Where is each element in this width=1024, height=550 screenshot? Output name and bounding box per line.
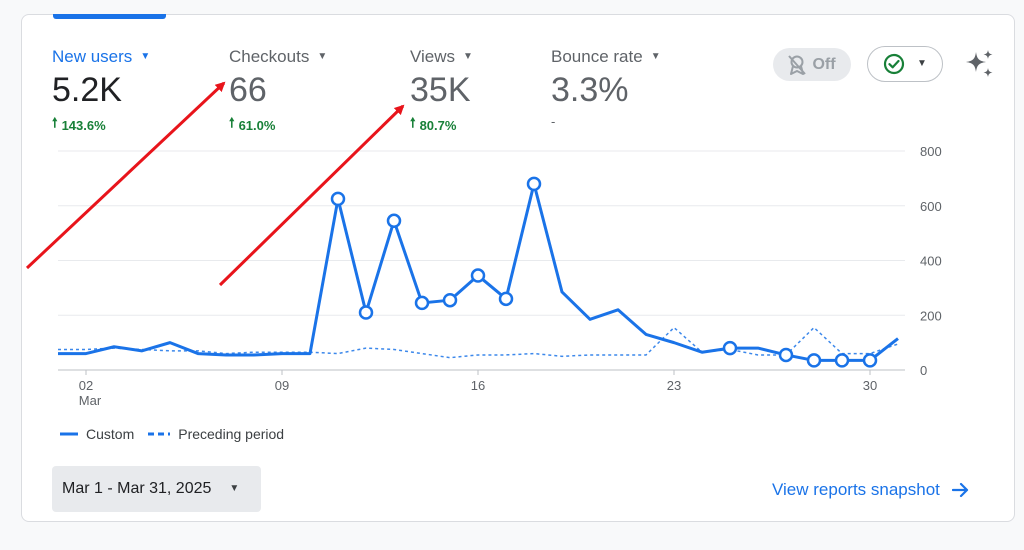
- legend-swatch-dashed: [148, 432, 171, 436]
- caret-down-icon: ▼: [650, 51, 661, 62]
- data-point-marker[interactable]: [526, 176, 542, 192]
- metric-bounce-rate[interactable]: Bounce rate ▼ 3.3% -: [551, 47, 661, 129]
- metric-value: 5.2K: [52, 71, 122, 109]
- metric-selector[interactable]: Views ▼: [410, 47, 473, 67]
- metric-change-value: 143.6%: [61, 117, 106, 133]
- data-point-marker[interactable]: [862, 353, 878, 368]
- view-reports-snapshot-link[interactable]: View reports snapshot: [772, 480, 970, 500]
- anomaly-toggle[interactable]: Off: [773, 48, 851, 81]
- check-circle-icon: [883, 53, 905, 75]
- data-point-marker[interactable]: [414, 295, 430, 311]
- data-point-marker[interactable]: [358, 305, 374, 320]
- arrow-up-icon: 🠕: [229, 115, 235, 131]
- metric-checkouts[interactable]: Checkouts ▼ 66 🠕 61.0%: [229, 47, 327, 136]
- data-point-marker[interactable]: [834, 353, 850, 368]
- legend-label-custom: Custom: [86, 426, 135, 442]
- metric-selector[interactable]: Checkouts ▼: [229, 47, 327, 67]
- active-metric-indicator: [53, 14, 166, 19]
- metric-value: 3.3%: [551, 71, 629, 109]
- metric-label: New users: [52, 47, 133, 66]
- metric-change-value: 61.0%: [238, 117, 276, 133]
- metric-change: 🠕 80.7%: [410, 114, 473, 136]
- data-point-marker[interactable]: [470, 268, 486, 283]
- metric-views[interactable]: Views ▼ 35K 🠕 80.7%: [410, 47, 473, 136]
- view-link-label: View reports snapshot: [772, 480, 940, 499]
- legend-swatch-solid: [60, 432, 78, 436]
- caret-down-icon: ▼: [463, 51, 473, 62]
- data-point-marker[interactable]: [722, 340, 738, 356]
- status-dropdown[interactable]: ▼: [867, 46, 943, 82]
- legend-item-preceding: Preceding period: [148, 426, 284, 442]
- sparkle-icon[interactable]: [963, 48, 995, 80]
- metric-change: -: [551, 114, 661, 129]
- chart-legend: Custom Preceding period: [60, 426, 284, 442]
- anomaly-toggle-label: Off: [812, 55, 836, 73]
- date-range-button[interactable]: Mar 1 - Mar 31, 2025 ▼: [52, 466, 261, 512]
- metric-change-value: -: [551, 114, 556, 130]
- metric-label: Checkouts: [229, 47, 310, 66]
- caret-down-icon: ▼: [917, 58, 927, 69]
- metric-change: 🠕 143.6%: [52, 114, 150, 136]
- anomaly-ribbon-icon: [788, 54, 807, 75]
- arrow-up-icon: 🠕: [52, 115, 58, 131]
- caret-down-icon: ▼: [229, 483, 240, 494]
- metric-value: 35K: [410, 71, 471, 109]
- data-point-marker[interactable]: [330, 191, 346, 207]
- metric-change: 🠕 61.0%: [229, 114, 327, 136]
- data-point-marker[interactable]: [442, 292, 458, 308]
- report-card: [21, 14, 1015, 522]
- legend-item-custom: Custom: [60, 426, 134, 442]
- metric-selector[interactable]: New users ▼: [52, 47, 150, 67]
- data-point-marker[interactable]: [498, 291, 514, 307]
- data-point-marker[interactable]: [778, 347, 794, 363]
- metric-selector[interactable]: Bounce rate ▼: [551, 47, 661, 67]
- data-point-marker[interactable]: [806, 353, 822, 368]
- metric-label: Views: [410, 47, 456, 66]
- arrow-right-icon: [951, 482, 969, 498]
- arrow-up-icon: 🠕: [410, 115, 416, 131]
- metric-new-users[interactable]: New users ▼ 5.2K 🠕 143.6%: [52, 47, 150, 136]
- date-range-label: Mar 1 - Mar 31, 2025: [62, 480, 212, 497]
- legend-label-preceding: Preceding period: [178, 426, 285, 442]
- caret-down-icon: ▼: [140, 51, 151, 62]
- metric-value: 66: [229, 71, 267, 109]
- caret-down-icon: ▼: [317, 51, 328, 62]
- metric-label: Bounce rate: [551, 47, 643, 66]
- data-point-marker[interactable]: [386, 213, 402, 229]
- metric-change-value: 80.7%: [419, 117, 457, 133]
